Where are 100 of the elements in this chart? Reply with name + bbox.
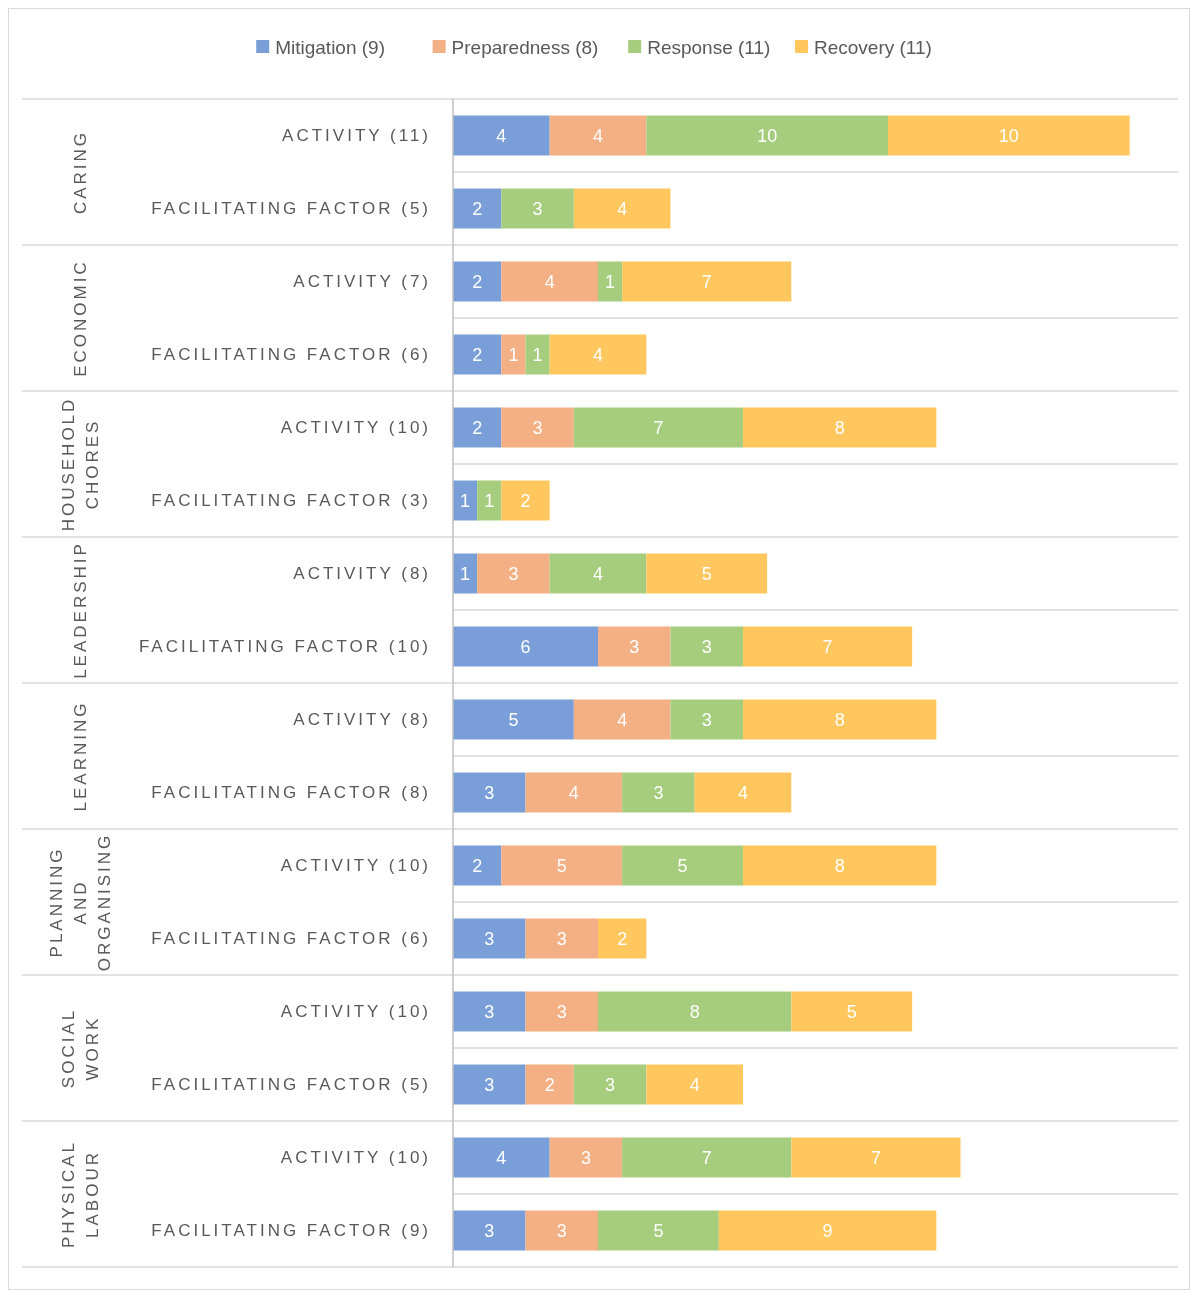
text: LEARNING bbox=[70, 700, 90, 812]
data-label: 4 bbox=[617, 709, 628, 730]
bar bbox=[453, 261, 502, 302]
data-label: 1 bbox=[484, 490, 495, 511]
y-tick-label: ACTIVITY (7) bbox=[293, 272, 431, 292]
y-tick-label: ACTIVITY (11) bbox=[282, 126, 431, 146]
bar bbox=[549, 553, 647, 594]
bar bbox=[477, 553, 550, 594]
data-label: 5 bbox=[508, 709, 519, 730]
bar bbox=[525, 772, 623, 813]
bar bbox=[743, 407, 937, 448]
bar bbox=[525, 918, 598, 959]
data-label: 5 bbox=[701, 563, 712, 584]
data-label: 4 bbox=[568, 782, 579, 803]
data-label: 1 bbox=[460, 490, 471, 511]
text: SOCIAL WORK bbox=[58, 1007, 102, 1089]
bar bbox=[622, 845, 743, 886]
data-label: 3 bbox=[580, 1147, 591, 1168]
bar bbox=[670, 699, 743, 740]
data-label: 4 bbox=[544, 271, 555, 292]
bar bbox=[453, 407, 502, 448]
data-label: 1 bbox=[532, 344, 543, 365]
bar bbox=[791, 991, 913, 1032]
bar bbox=[573, 1064, 647, 1105]
data-label: 4 bbox=[617, 198, 628, 219]
bar bbox=[453, 918, 526, 959]
bar bbox=[670, 626, 743, 667]
bar bbox=[549, 115, 647, 156]
legend-label: Recovery (11) bbox=[814, 36, 932, 58]
data-label: 3 bbox=[484, 1074, 495, 1095]
bar bbox=[598, 991, 792, 1032]
text: HOUSEHOLD CHORES bbox=[58, 396, 102, 532]
bar bbox=[646, 1064, 743, 1105]
data-label: 2 bbox=[520, 490, 531, 511]
data-label: 2 bbox=[472, 198, 483, 219]
data-label: 3 bbox=[556, 1220, 567, 1241]
data-label: 7 bbox=[701, 1147, 712, 1168]
y-tick-label: FACILITATING FACTOR (6) bbox=[151, 929, 431, 949]
y-tick-label: ACTIVITY (10) bbox=[280, 1002, 431, 1022]
bar bbox=[646, 115, 888, 156]
data-label: 3 bbox=[653, 782, 664, 803]
bar bbox=[525, 991, 598, 1032]
bar bbox=[525, 334, 550, 375]
bar bbox=[598, 626, 671, 667]
bar bbox=[501, 845, 623, 886]
bar bbox=[718, 1210, 937, 1251]
data-label: 3 bbox=[484, 1220, 495, 1241]
data-label: 4 bbox=[737, 782, 749, 803]
data-label: 10 bbox=[757, 125, 778, 146]
bar bbox=[646, 553, 768, 594]
data-label: 2 bbox=[472, 417, 483, 438]
bar bbox=[453, 626, 598, 667]
data-label: 7 bbox=[653, 417, 664, 438]
bar bbox=[453, 188, 502, 229]
y-tick-label: FACILITATING FACTOR (8) bbox=[151, 783, 431, 803]
data-label: 1 bbox=[508, 344, 519, 365]
text: CARING bbox=[70, 129, 90, 215]
bar bbox=[573, 699, 671, 740]
data-label: 8 bbox=[834, 417, 845, 438]
data-label: 5 bbox=[556, 855, 567, 876]
data-label: 6 bbox=[520, 636, 531, 657]
bar bbox=[453, 334, 502, 375]
bar bbox=[501, 480, 550, 521]
legend-label: Response (11) bbox=[647, 36, 771, 58]
bar bbox=[743, 626, 913, 667]
bar bbox=[501, 407, 574, 448]
data-label: 2 bbox=[472, 271, 483, 292]
text: LEADERSHIP bbox=[70, 541, 90, 679]
data-label: 5 bbox=[846, 1001, 857, 1022]
data-label: 3 bbox=[508, 563, 519, 584]
y-tick-label: ACTIVITY (10) bbox=[280, 1148, 431, 1168]
bar bbox=[453, 115, 550, 156]
data-label: 9 bbox=[822, 1220, 833, 1241]
bar bbox=[598, 918, 647, 959]
bar bbox=[573, 188, 671, 229]
data-label: 8 bbox=[834, 855, 845, 876]
bar bbox=[598, 1210, 719, 1251]
bar bbox=[525, 1064, 574, 1105]
data-label: 4 bbox=[689, 1074, 700, 1095]
text: PHYSICAL LABOUR bbox=[58, 1139, 102, 1249]
data-label: 3 bbox=[605, 1074, 616, 1095]
data-label: 2 bbox=[472, 855, 483, 876]
bar bbox=[453, 845, 502, 886]
data-label: 8 bbox=[689, 1001, 700, 1022]
bar bbox=[501, 188, 574, 229]
legend-label: Preparedness (8) bbox=[451, 36, 599, 58]
data-label: 10 bbox=[998, 125, 1019, 146]
data-label: 2 bbox=[617, 928, 628, 949]
y-tick-label: FACILITATING FACTOR (6) bbox=[151, 345, 431, 365]
data-label: 7 bbox=[870, 1147, 881, 1168]
y-tick-label: ACTIVITY (8) bbox=[293, 710, 431, 730]
data-label: 2 bbox=[544, 1074, 555, 1095]
data-label: 3 bbox=[532, 198, 543, 219]
data-label: 5 bbox=[653, 1220, 664, 1241]
data-label: 1 bbox=[605, 271, 616, 292]
data-label: 3 bbox=[484, 1001, 495, 1022]
y-tick-label: ACTIVITY (10) bbox=[280, 418, 431, 438]
bar bbox=[453, 1137, 550, 1178]
bar bbox=[888, 115, 1130, 156]
bar bbox=[453, 1210, 526, 1251]
